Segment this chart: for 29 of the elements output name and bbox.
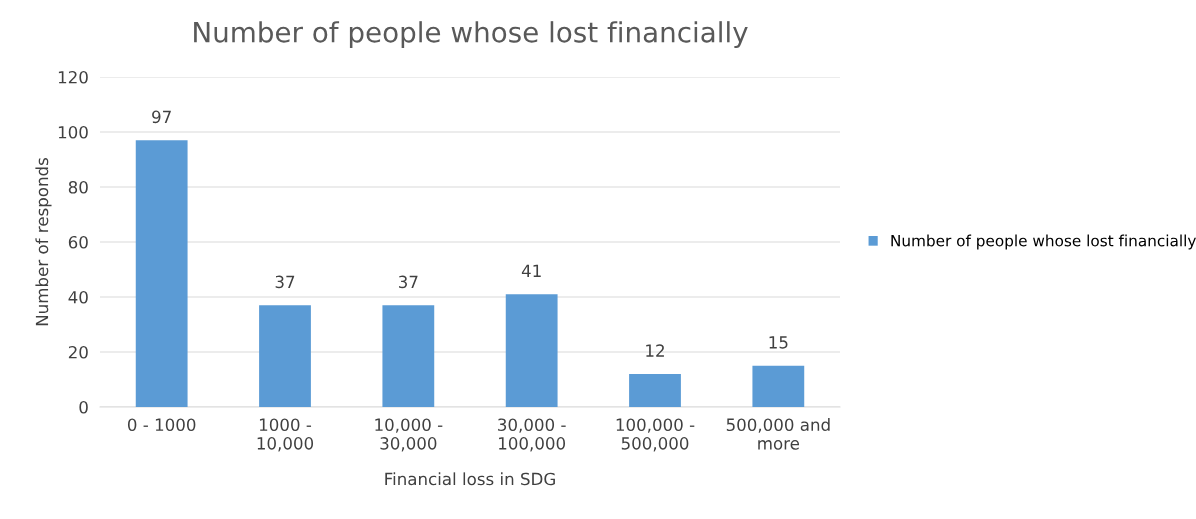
y-tick-label: 100 bbox=[58, 125, 88, 139]
y-tick-label: 60 bbox=[68, 235, 88, 249]
y-tick-label: 40 bbox=[68, 290, 88, 304]
x-axis-title: Financial loss in SDG bbox=[385, 472, 555, 486]
chart-title: Number of people whose lost financially bbox=[194, 21, 748, 49]
y-axis-title: Number of responds bbox=[35, 158, 52, 326]
y-tick-label: 20 bbox=[68, 345, 88, 359]
data-label: 41 bbox=[521, 264, 541, 277]
x-tick-label: 30,000 - 100,000 bbox=[498, 418, 566, 452]
y-tick-label: 80 bbox=[68, 180, 88, 194]
bar bbox=[259, 305, 311, 407]
bar bbox=[752, 365, 805, 407]
x-tick-label: 1000 - 10,000 bbox=[257, 418, 314, 452]
bar bbox=[629, 374, 681, 407]
y-tick-label: 0 bbox=[79, 400, 88, 414]
bar bbox=[505, 294, 558, 407]
data-label: 12 bbox=[646, 344, 664, 357]
data-label: 37 bbox=[399, 275, 418, 289]
data-label: 37 bbox=[275, 275, 295, 289]
x-tick-label: 10,000 - 30,000 bbox=[375, 418, 443, 452]
y-tick-label: 120 bbox=[58, 70, 88, 84]
data-label: 97 bbox=[152, 110, 171, 124]
legend-label: Number of people whose lost financially bbox=[891, 234, 1196, 250]
x-tick-label: 0 - 1000 bbox=[127, 418, 196, 432]
bar bbox=[135, 140, 188, 407]
x-tick-label: 100,000 - 500,000 bbox=[616, 418, 695, 452]
x-tick-label: 500,000 and more bbox=[726, 418, 830, 450]
data-label: 15 bbox=[769, 336, 788, 349]
bar bbox=[382, 305, 435, 407]
